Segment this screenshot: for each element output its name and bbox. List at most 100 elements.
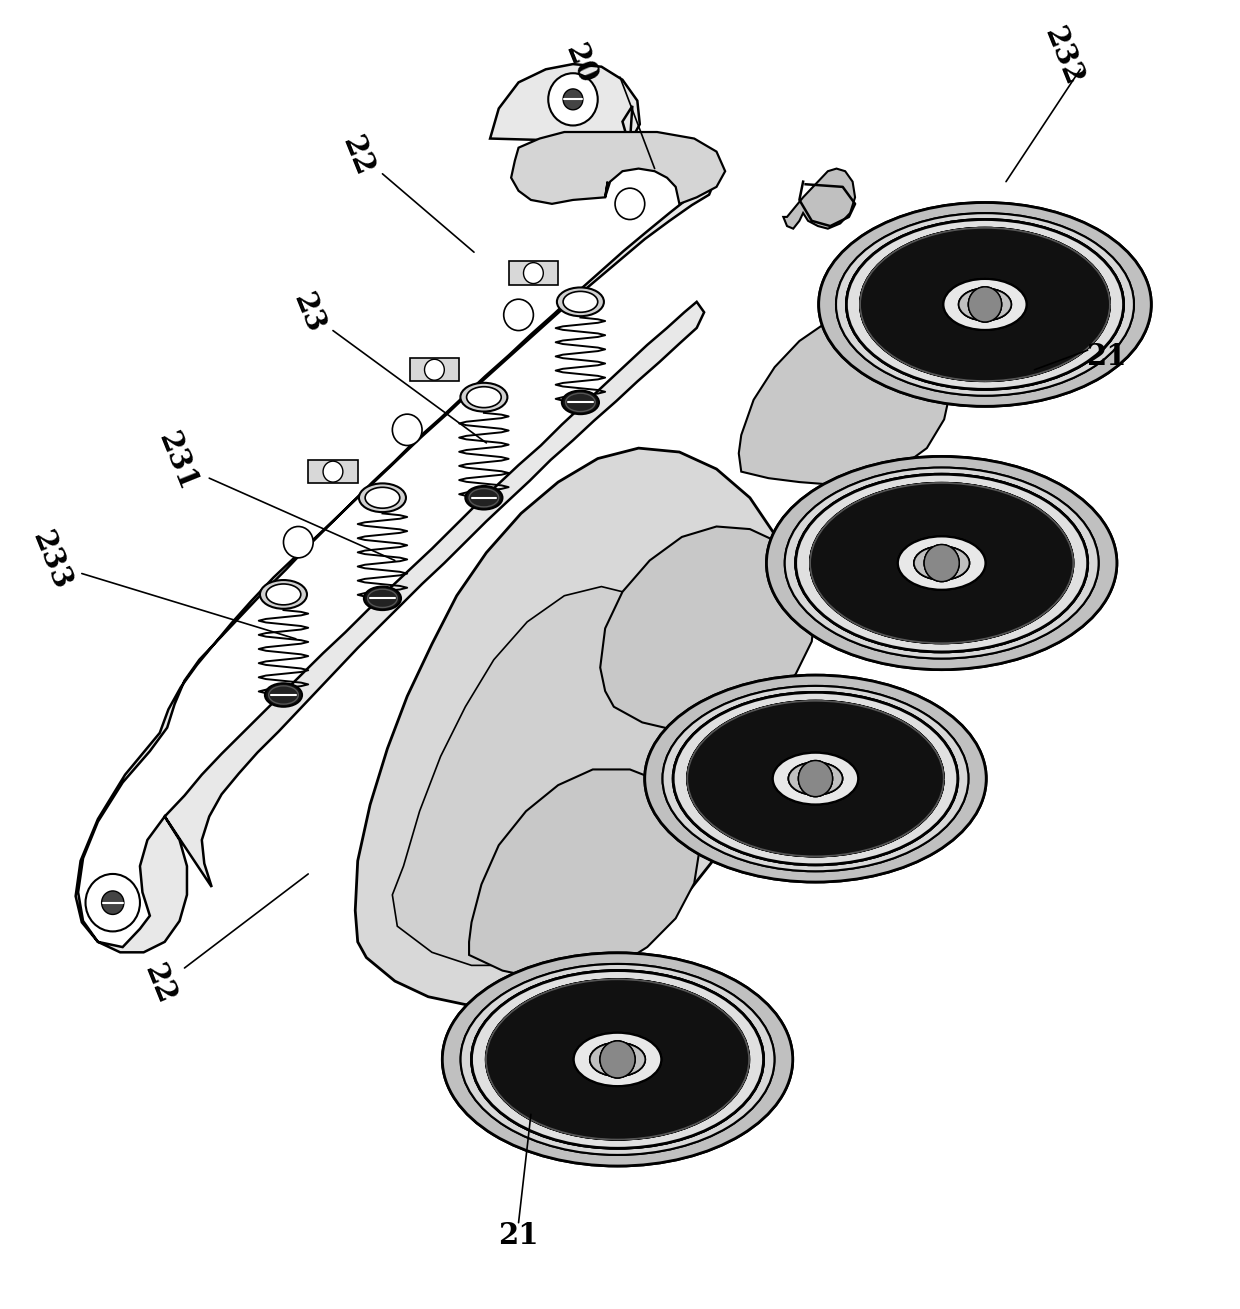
Ellipse shape [574,1033,661,1086]
Ellipse shape [466,386,501,407]
Ellipse shape [796,474,1087,652]
Ellipse shape [861,228,1110,381]
Polygon shape [409,357,459,381]
Ellipse shape [818,203,1151,406]
Ellipse shape [796,474,1087,652]
Ellipse shape [482,978,753,1141]
Ellipse shape [807,480,1076,645]
Circle shape [600,1041,635,1077]
Ellipse shape [810,483,1073,643]
Circle shape [799,761,832,797]
Text: 233: 233 [26,526,76,594]
Ellipse shape [590,1042,645,1076]
Ellipse shape [486,979,749,1139]
Text: 22: 22 [337,131,378,179]
Ellipse shape [486,979,749,1139]
Ellipse shape [857,226,1114,384]
Polygon shape [355,448,796,1004]
Ellipse shape [861,228,1110,381]
Ellipse shape [944,279,1027,330]
Ellipse shape [766,457,1117,670]
Ellipse shape [944,279,1027,330]
Circle shape [924,545,960,581]
Ellipse shape [469,488,498,507]
Ellipse shape [959,288,1012,321]
Ellipse shape [687,702,944,856]
Ellipse shape [365,487,399,508]
Ellipse shape [959,288,1012,321]
Ellipse shape [590,1042,645,1076]
Ellipse shape [785,467,1099,658]
Ellipse shape [847,220,1123,389]
Ellipse shape [460,963,775,1155]
Ellipse shape [857,226,1114,384]
Circle shape [615,188,645,220]
Ellipse shape [574,1033,661,1086]
Polygon shape [309,459,357,483]
Polygon shape [392,586,701,965]
Ellipse shape [914,546,970,580]
Circle shape [968,287,1002,322]
Text: 21: 21 [498,1221,539,1250]
Ellipse shape [486,979,749,1139]
Ellipse shape [807,480,1076,645]
Ellipse shape [847,220,1123,389]
Ellipse shape [443,953,792,1166]
Ellipse shape [673,692,957,865]
Ellipse shape [810,483,1073,643]
Ellipse shape [265,683,303,707]
Ellipse shape [662,686,968,872]
Ellipse shape [574,1033,661,1086]
Ellipse shape [687,702,944,856]
Polygon shape [469,770,701,978]
Ellipse shape [898,537,986,590]
Polygon shape [76,64,717,953]
Circle shape [523,263,543,284]
Ellipse shape [836,213,1133,395]
Ellipse shape [810,483,1073,643]
Ellipse shape [460,963,775,1155]
Ellipse shape [914,546,970,580]
Circle shape [924,545,960,581]
Ellipse shape [358,483,405,512]
Ellipse shape [861,228,1110,381]
Ellipse shape [645,675,986,882]
Text: 23: 23 [288,288,330,336]
Ellipse shape [944,279,1027,330]
Ellipse shape [810,483,1073,643]
Ellipse shape [557,288,604,317]
Ellipse shape [563,292,598,313]
Circle shape [968,287,1002,322]
Ellipse shape [959,288,1012,321]
Ellipse shape [898,537,986,590]
Text: 21: 21 [1086,342,1126,372]
Ellipse shape [818,203,1151,406]
Ellipse shape [673,692,957,865]
Ellipse shape [267,584,301,605]
Ellipse shape [645,675,986,882]
Ellipse shape [847,220,1123,389]
Circle shape [600,1041,635,1077]
Ellipse shape [766,457,1117,670]
Ellipse shape [861,228,1110,381]
Ellipse shape [684,699,947,859]
Ellipse shape [562,390,599,414]
Ellipse shape [914,546,970,580]
Circle shape [563,89,583,110]
Ellipse shape [796,474,1087,652]
Circle shape [424,359,444,380]
Circle shape [600,1041,635,1077]
Polygon shape [784,169,856,229]
Ellipse shape [565,393,595,411]
Ellipse shape [898,537,986,590]
Ellipse shape [363,586,401,610]
Circle shape [102,891,124,915]
Ellipse shape [687,702,944,856]
Ellipse shape [486,979,749,1139]
Circle shape [924,545,960,581]
Circle shape [284,526,314,558]
Ellipse shape [471,970,764,1148]
Text: 231: 231 [153,428,202,495]
Circle shape [86,874,140,932]
Ellipse shape [367,589,397,607]
